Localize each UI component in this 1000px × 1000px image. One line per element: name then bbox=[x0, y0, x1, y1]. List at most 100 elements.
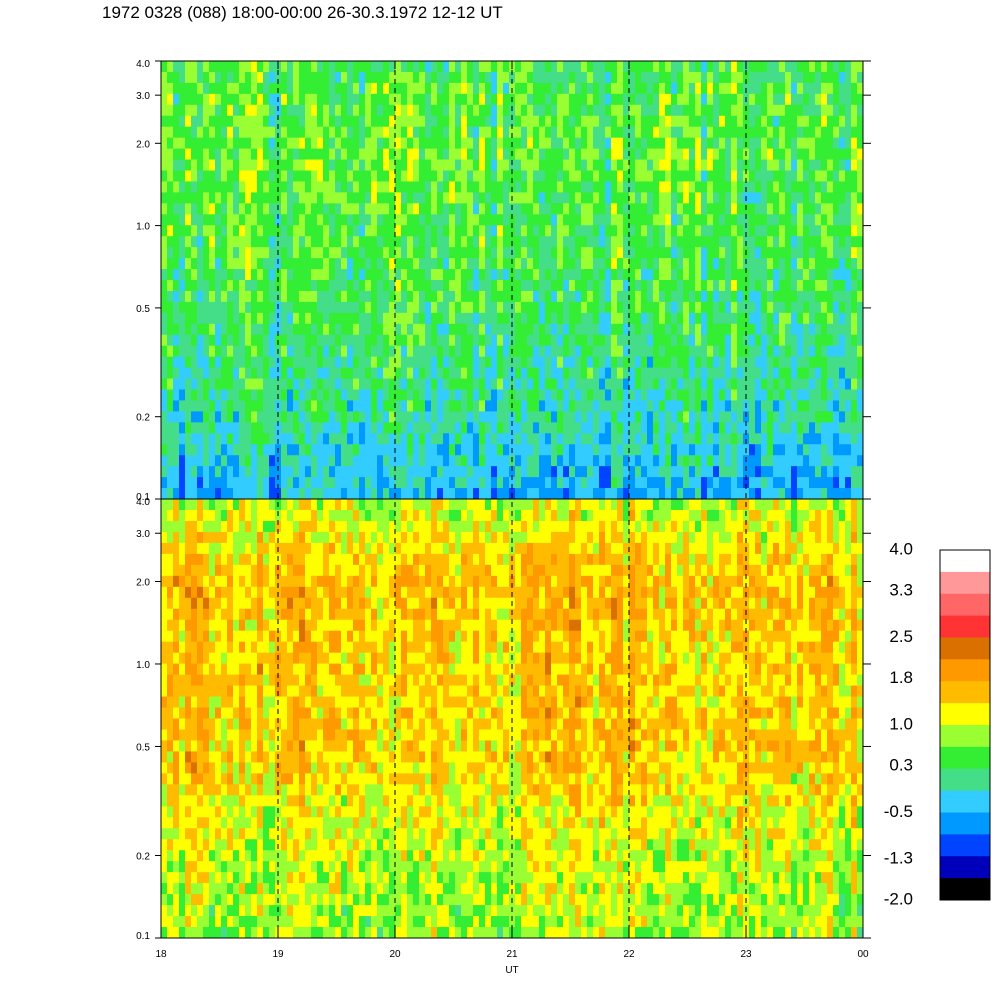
heatmap-cell bbox=[341, 356, 347, 369]
heatmap-cell bbox=[803, 400, 809, 412]
heatmap-cell bbox=[407, 115, 413, 128]
heatmap-cell bbox=[737, 236, 743, 248]
heatmap-cell bbox=[833, 214, 839, 226]
heatmap-cell bbox=[167, 280, 173, 292]
heatmap-cell bbox=[605, 323, 611, 336]
heatmap-cell bbox=[665, 269, 671, 281]
heatmap-cell bbox=[545, 389, 551, 401]
heatmap-cell bbox=[419, 126, 425, 139]
heatmap-cell bbox=[551, 455, 557, 467]
heatmap-cell bbox=[179, 400, 185, 412]
heatmap-cell bbox=[857, 312, 863, 325]
heatmap-cell bbox=[437, 280, 443, 292]
heatmap-cell bbox=[689, 444, 695, 456]
heatmap-cell bbox=[365, 455, 371, 467]
heatmap-cell bbox=[473, 345, 479, 358]
heatmap-cell bbox=[335, 400, 341, 412]
heatmap-cell bbox=[539, 400, 545, 412]
heatmap-cell bbox=[551, 225, 557, 237]
heatmap-cell bbox=[329, 93, 335, 106]
heatmap-cell bbox=[473, 488, 479, 500]
heatmap-cell bbox=[221, 203, 227, 215]
heatmap-cell bbox=[407, 214, 413, 226]
heatmap-cell bbox=[443, 301, 449, 314]
heatmap-cell bbox=[221, 367, 227, 380]
heatmap-cell bbox=[167, 466, 173, 478]
heatmap-cell bbox=[197, 455, 203, 467]
heatmap-cell bbox=[329, 301, 335, 314]
heatmap-cell bbox=[461, 400, 467, 412]
heatmap-cell bbox=[485, 466, 491, 478]
heatmap-cell bbox=[371, 488, 377, 500]
heatmap-cell bbox=[593, 159, 599, 171]
heatmap-cell bbox=[485, 126, 491, 139]
heatmap-cell bbox=[551, 214, 557, 226]
heatmap-cell bbox=[269, 93, 275, 106]
heatmap-cell bbox=[173, 531, 179, 544]
heatmap-cell bbox=[185, 433, 191, 445]
heatmap-cell bbox=[179, 927, 185, 939]
heatmap-cell bbox=[179, 784, 185, 796]
heatmap-cell bbox=[161, 477, 167, 489]
heatmap-cell bbox=[191, 542, 197, 555]
heatmap-cell bbox=[659, 82, 665, 95]
heatmap-cell bbox=[359, 488, 365, 500]
heatmap-cell bbox=[233, 137, 239, 150]
heatmap-cell bbox=[365, 356, 371, 369]
heatmap-cell bbox=[497, 301, 503, 314]
heatmap-cell bbox=[479, 334, 485, 347]
heatmap-cell bbox=[251, 345, 257, 358]
heatmap-cell bbox=[611, 466, 617, 478]
heatmap-cell bbox=[215, 236, 221, 248]
heatmap-cell bbox=[563, 115, 569, 128]
heatmap-cell bbox=[281, 115, 287, 128]
heatmap-cell bbox=[425, 400, 431, 412]
heatmap-cell bbox=[299, 269, 305, 281]
heatmap-cell bbox=[521, 159, 527, 171]
heatmap-cell bbox=[737, 269, 743, 281]
heatmap-cell bbox=[635, 61, 641, 73]
heatmap-cell bbox=[389, 247, 395, 259]
heatmap-cell bbox=[359, 71, 365, 84]
heatmap-cell bbox=[755, 345, 761, 358]
heatmap-cell bbox=[161, 488, 167, 500]
heatmap-cell bbox=[239, 455, 245, 467]
heatmap-cell bbox=[815, 389, 821, 401]
heatmap-cell bbox=[815, 444, 821, 456]
heatmap-cell bbox=[611, 126, 617, 139]
heatmap-cell bbox=[731, 170, 737, 182]
heatmap-cell bbox=[677, 148, 683, 161]
heatmap-cell bbox=[389, 269, 395, 281]
heatmap-cell bbox=[851, 312, 857, 325]
heatmap-cell bbox=[635, 400, 641, 412]
heatmap-cell bbox=[791, 411, 797, 423]
heatmap-cell bbox=[383, 159, 389, 171]
heatmap-cell bbox=[575, 345, 581, 358]
heatmap-cell bbox=[365, 367, 371, 380]
heatmap-cell bbox=[185, 301, 191, 314]
heatmap-cell bbox=[341, 104, 347, 117]
heatmap-cell bbox=[827, 115, 833, 128]
heatmap-cell bbox=[173, 817, 179, 829]
heatmap-cell bbox=[185, 488, 191, 500]
heatmap-cell bbox=[581, 455, 587, 467]
heatmap-cell bbox=[203, 477, 209, 489]
heatmap-cell bbox=[203, 696, 209, 709]
heatmap-cell bbox=[329, 115, 335, 128]
heatmap-cell bbox=[167, 608, 173, 621]
heatmap-cell bbox=[311, 236, 317, 248]
heatmap-cell bbox=[707, 334, 713, 347]
heatmap-cell bbox=[257, 71, 263, 84]
heatmap-cell bbox=[173, 795, 179, 807]
heatmap-cell bbox=[503, 280, 509, 292]
heatmap-cell bbox=[197, 850, 203, 862]
heatmap-cell bbox=[293, 433, 299, 445]
heatmap-cell bbox=[257, 61, 263, 73]
heatmap-cell bbox=[233, 422, 239, 434]
heatmap-cell bbox=[161, 927, 167, 939]
heatmap-cell bbox=[833, 82, 839, 95]
heatmap-cell bbox=[395, 290, 401, 303]
heatmap-cell bbox=[533, 400, 539, 412]
heatmap-cell bbox=[371, 137, 377, 150]
heatmap-cell bbox=[353, 323, 359, 336]
